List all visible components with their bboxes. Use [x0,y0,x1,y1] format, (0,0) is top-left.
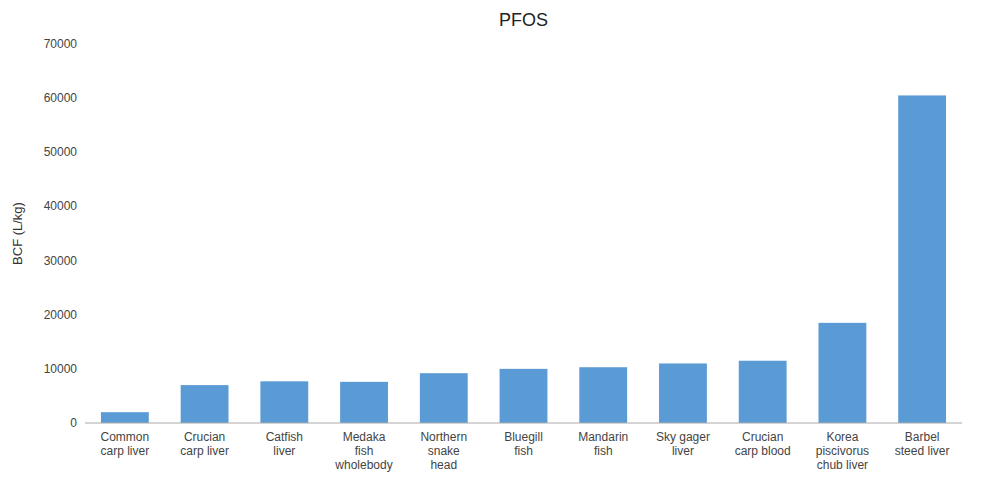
chart-title: PFOS [499,10,548,30]
x-tick-label: Catfishliver [266,430,303,458]
bar [579,367,627,423]
bar [500,369,548,423]
y-tick-label: 30000 [44,254,78,268]
chart-container: PFOS 0 10000 20000 30000 40000 50000 60000 70000… [0,0,982,495]
x-tick-label: Cruciancarp liver [180,430,229,458]
x-tick-label: Barbelsteed liver [895,430,950,458]
x-tick-label: Medakafishwholebody [334,430,392,472]
bar [420,373,468,423]
bar [898,95,946,423]
bar [659,363,707,423]
bar [340,382,388,423]
x-tick-label: Mandarinfish [578,430,628,458]
bars [101,95,946,423]
y-tick-label: 0 [70,416,77,430]
chart-svg: PFOS 0 10000 20000 30000 40000 50000 60000 70000… [0,0,982,495]
bar [739,361,787,423]
y-axis-label: BCF (L/kg) [10,202,25,265]
y-tick-label: 20000 [44,308,78,322]
y-tick-label: 10000 [44,362,78,376]
x-tick-label: Northernsnakehead [420,430,467,472]
bar [181,385,229,423]
y-tick-label: 40000 [44,199,78,213]
y-tick-label: 50000 [44,145,78,159]
x-tick-label: Bluegillfish [504,430,543,458]
y-tick-label: 60000 [44,91,78,105]
x-tick-label: Commoncarp liver [101,430,150,458]
x-tick-label: Cruciancarp blood [735,430,791,458]
x-tick-label: Koreapiscivoruschub liver [816,430,869,472]
x-tick-label: Sky gagerliver [656,430,710,458]
bar [101,412,149,423]
x-axis-line [85,423,962,424]
y-tick-label: 70000 [44,37,78,51]
bar [818,323,866,423]
bar [260,381,308,423]
